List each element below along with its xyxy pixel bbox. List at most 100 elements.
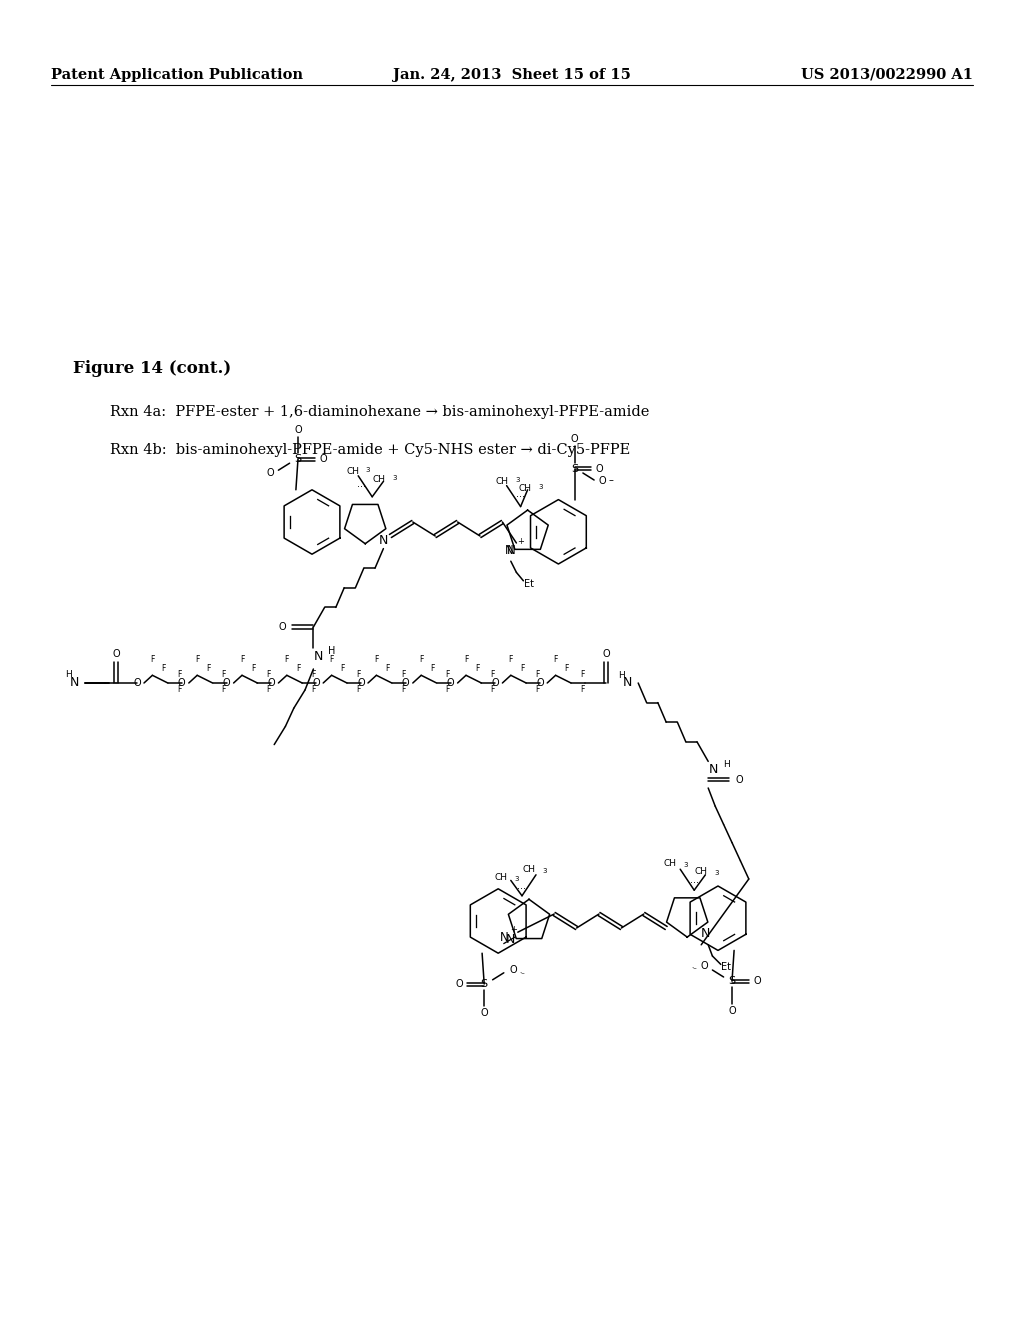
Text: +: + [510, 925, 517, 933]
Text: N: N [507, 544, 515, 557]
Text: F: F [520, 664, 524, 673]
Text: F: F [251, 664, 255, 673]
Text: CH: CH [664, 859, 677, 869]
Text: O: O [456, 979, 463, 989]
Text: N: N [506, 933, 515, 945]
Text: F: F [445, 685, 450, 694]
Text: Et: Et [721, 962, 731, 973]
Text: ·–: ·– [691, 966, 697, 972]
Text: F: F [151, 656, 155, 664]
Text: CH: CH [518, 484, 531, 492]
Text: ···: ··· [690, 878, 698, 888]
Text: O: O [319, 454, 327, 465]
Text: 3: 3 [715, 870, 719, 876]
Text: F: F [490, 685, 495, 694]
Text: O: O [480, 1008, 488, 1019]
Text: F: F [330, 656, 334, 664]
Text: H: H [328, 645, 335, 656]
Text: F: F [400, 685, 406, 694]
Text: 3: 3 [366, 467, 371, 473]
Text: F: F [296, 664, 300, 673]
Text: F: F [400, 671, 406, 678]
Text: O: O [537, 678, 544, 688]
Text: F: F [195, 656, 200, 664]
Text: O: O [113, 648, 120, 659]
Text: F: F [564, 664, 569, 673]
Text: O: O [178, 678, 185, 688]
Text: F: F [221, 685, 226, 694]
Text: F: F [221, 671, 226, 678]
Text: O: O [223, 678, 230, 688]
Text: Et: Et [524, 578, 534, 589]
Text: F: F [311, 685, 315, 694]
Text: F: F [464, 656, 468, 664]
Text: ·–: ·– [519, 970, 525, 975]
Text: F: F [553, 656, 558, 664]
Text: H: H [618, 672, 625, 681]
Text: F: F [430, 664, 434, 673]
Text: –: – [608, 475, 613, 484]
Text: F: F [240, 656, 244, 664]
Text: Patent Application Publication: Patent Application Publication [51, 69, 303, 82]
Text: N: N [505, 544, 514, 557]
Text: O: O [735, 775, 742, 784]
Text: H: H [66, 671, 72, 678]
Text: F: F [356, 671, 360, 678]
Text: N: N [500, 932, 508, 944]
Text: F: F [385, 664, 390, 673]
Text: F: F [374, 656, 379, 664]
Text: F: F [177, 685, 181, 694]
Text: CH: CH [694, 867, 708, 876]
Text: F: F [341, 664, 345, 673]
Text: F: F [206, 664, 211, 673]
Text: Jan. 24, 2013  Sheet 15 of 15: Jan. 24, 2013 Sheet 15 of 15 [393, 69, 631, 82]
Text: N: N [313, 649, 323, 663]
Text: Figure 14 (cont.): Figure 14 (cont.) [73, 360, 231, 378]
Text: N: N [700, 927, 710, 940]
Text: O: O [357, 678, 365, 688]
Text: F: F [445, 671, 450, 678]
Text: F: F [266, 671, 270, 678]
Text: ···: ··· [356, 482, 366, 492]
Text: F: F [285, 656, 289, 664]
Text: O: O [492, 678, 500, 688]
Text: O: O [754, 977, 761, 986]
Text: O: O [133, 678, 141, 688]
Text: 3: 3 [542, 867, 547, 874]
Text: F: F [475, 664, 479, 673]
Text: F: F [177, 671, 181, 678]
Text: O: O [510, 965, 517, 975]
Text: CH: CH [346, 467, 359, 477]
Text: O: O [570, 434, 579, 445]
Text: O: O [700, 961, 708, 970]
Text: O: O [279, 622, 287, 632]
Text: +: + [517, 537, 524, 546]
Text: Rxn 4b:  bis-aminohexyl-PFPE-amide + Cy5-NHS ester → di-Cy5-PFPE: Rxn 4b: bis-aminohexyl-PFPE-amide + Cy5-… [110, 444, 630, 457]
Text: O: O [596, 463, 603, 474]
Text: O: O [267, 678, 275, 688]
Text: H: H [723, 760, 730, 768]
Text: F: F [162, 664, 166, 673]
Text: N: N [70, 676, 79, 689]
Text: N: N [709, 763, 718, 776]
Text: F: F [536, 671, 540, 678]
Text: O: O [294, 425, 302, 434]
Text: US 2013/0022990 A1: US 2013/0022990 A1 [801, 69, 973, 82]
Text: 3: 3 [514, 876, 518, 882]
Text: S: S [571, 463, 579, 474]
Text: O: O [602, 648, 610, 659]
Text: F: F [490, 671, 495, 678]
Text: CH: CH [522, 865, 536, 874]
Text: F: F [580, 685, 585, 694]
Text: CH: CH [373, 475, 386, 484]
Text: 3: 3 [684, 862, 688, 869]
Text: O: O [402, 678, 410, 688]
Text: 3: 3 [538, 484, 543, 490]
Text: CH: CH [496, 477, 509, 486]
Text: F: F [509, 656, 513, 664]
Text: S: S [480, 979, 487, 989]
Text: O: O [266, 469, 273, 478]
Text: 3: 3 [392, 475, 397, 482]
Text: O: O [599, 477, 606, 486]
Text: ···: ··· [516, 492, 525, 502]
